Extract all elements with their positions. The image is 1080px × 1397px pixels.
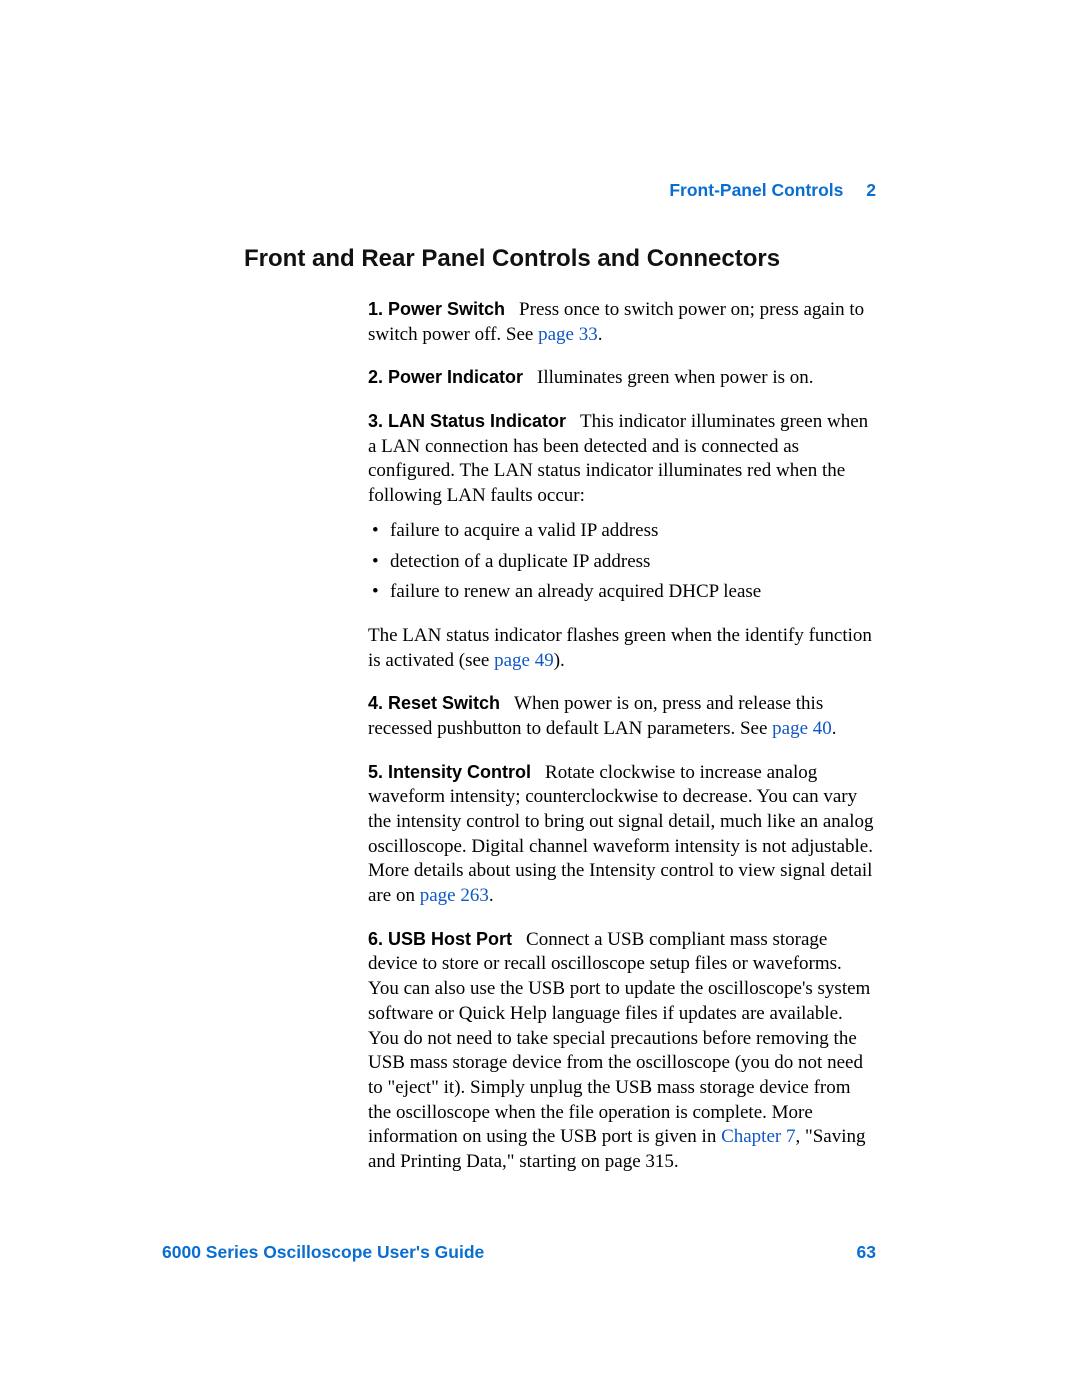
item-text-tail: .	[598, 324, 603, 345]
list-item: detection of a duplicate IP address	[368, 550, 876, 575]
footer-guide-title: 6000 Series Oscilloscope User's Guide	[162, 1242, 484, 1262]
running-header: Front-Panel Controls 2	[669, 180, 876, 201]
item-lead: 5. Intensity Control	[368, 762, 531, 782]
item-text: The LAN status indicator flashes green w…	[368, 625, 872, 671]
item-text-tail: ).	[554, 650, 565, 671]
item-power-indicator: 2. Power Indicator Illuminates green when…	[368, 366, 876, 391]
item-text: Connect a USB compliant mass storage dev…	[368, 929, 870, 1148]
section-title: Front and Rear Panel Controls and Connec…	[244, 245, 780, 273]
chapter-link[interactable]: Chapter 7	[721, 1126, 795, 1147]
item-lead: 4. Reset Switch	[368, 693, 500, 713]
list-item: failure to acquire a valid IP address	[368, 519, 876, 544]
header-chapter-number: 2	[866, 180, 876, 200]
page-link[interactable]: page 40	[772, 718, 832, 739]
item-text-tail: .	[489, 885, 494, 906]
item-lead: 2. Power Indicator	[368, 367, 523, 387]
item-lead: 6. USB Host Port	[368, 929, 512, 949]
lan-faults-list: failure to acquire a valid IP address de…	[368, 519, 876, 605]
page: Front-Panel Controls 2 Front and Rear Pa…	[0, 0, 1080, 1397]
page-footer: 6000 Series Oscilloscope User's Guide 63	[162, 1242, 876, 1263]
item-lead: 3. LAN Status Indicator	[368, 411, 566, 431]
item-usb-host-port: 6. USB Host PortConnect a USB compliant …	[368, 928, 876, 1175]
footer-page-number: 63	[857, 1242, 876, 1263]
page-link[interactable]: page 33	[538, 324, 598, 345]
item-lead: 1. Power Switch	[368, 299, 505, 319]
item-text-tail: .	[832, 718, 837, 739]
item-reset-switch: 4. Reset SwitchWhen power is on, press a…	[368, 692, 876, 741]
item-lan-status: 3. LAN Status IndicatorThis indicator il…	[368, 410, 876, 509]
item-lan-status-after: The LAN status indicator flashes green w…	[368, 624, 876, 673]
page-link[interactable]: page 49	[494, 650, 554, 671]
item-text: Illuminates green when power is on.	[537, 367, 813, 388]
item-intensity-control: 5. Intensity ControlRotate clockwise to …	[368, 761, 876, 909]
item-power-switch: 1. Power SwitchPress once to switch powe…	[368, 298, 876, 347]
header-section-name: Front-Panel Controls	[669, 180, 843, 200]
body-content: 1. Power SwitchPress once to switch powe…	[368, 298, 876, 1175]
list-item: failure to renew an already acquired DHC…	[368, 580, 876, 605]
page-link[interactable]: page 263	[420, 885, 489, 906]
